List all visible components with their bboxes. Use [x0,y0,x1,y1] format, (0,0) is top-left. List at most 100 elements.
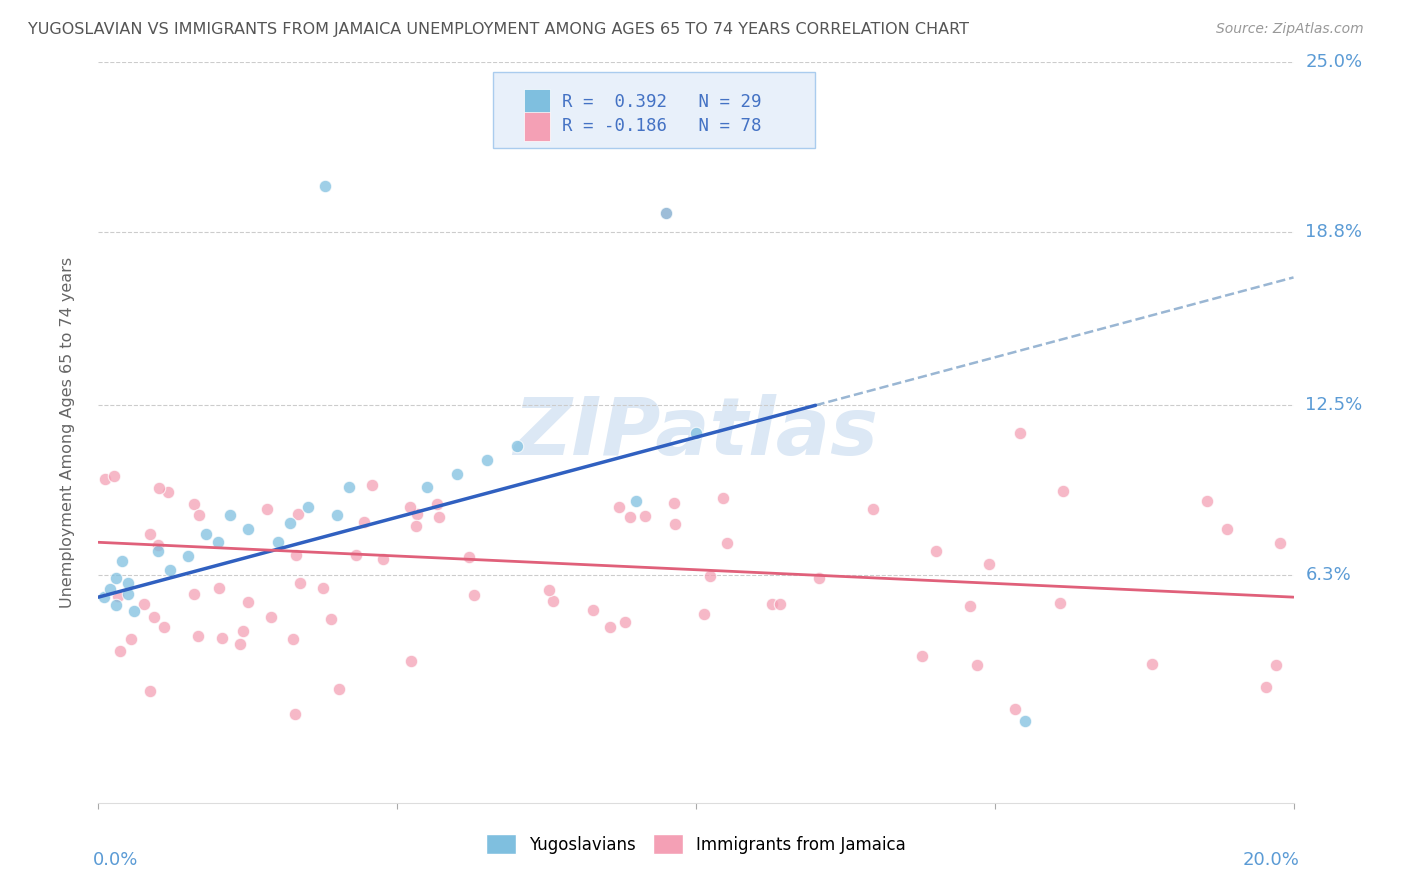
Point [187,508,209,522]
Point [1268,536,1291,550]
Point [94,472,117,486]
Point [685,425,707,440]
Point [98,582,122,596]
Y-axis label: Unemployment Among Ages 65 to 74 years: Unemployment Among Ages 65 to 74 years [60,257,75,608]
Point [238,595,260,609]
Text: 20.0%: 20.0% [1243,851,1299,869]
Point [187,629,209,643]
Point [1014,714,1036,728]
Text: 18.8%: 18.8% [1306,224,1362,242]
Text: R = -0.186   N = 78: R = -0.186 N = 78 [562,117,762,135]
Point [1256,680,1278,694]
Text: 12.5%: 12.5% [1306,396,1362,414]
Point [105,571,128,585]
Point [288,575,311,590]
Point [236,522,259,536]
Point [426,497,449,511]
Point [446,467,468,481]
Point [1052,483,1074,498]
Point [111,554,134,568]
Point [399,654,422,668]
FancyBboxPatch shape [494,72,815,147]
Point [664,496,686,510]
Point [607,500,630,514]
Point [1049,596,1071,610]
Point [807,572,830,586]
Point [862,501,884,516]
Point [599,620,621,634]
Point [699,569,721,583]
Point [117,587,139,601]
FancyBboxPatch shape [524,88,550,117]
Point [1195,494,1218,508]
Point [711,491,734,505]
Point [427,509,450,524]
Point [183,587,205,601]
Point [613,615,636,629]
Point [183,497,205,511]
Point [232,624,254,639]
Point [153,620,176,634]
Point [256,502,278,516]
Point [328,681,350,696]
Point [120,632,142,646]
Point [475,453,498,467]
Point [157,485,180,500]
Text: ZIPatlas: ZIPatlas [513,393,879,472]
Point [321,612,343,626]
Point [315,178,337,193]
Point [267,535,290,549]
Point [148,538,170,552]
Point [543,593,565,607]
Point [693,607,716,621]
Point [619,510,641,524]
Point [399,500,422,514]
Point [260,610,283,624]
Point [287,508,309,522]
Text: 0.0%: 0.0% [93,851,138,869]
Point [107,590,129,604]
Text: 6.3%: 6.3% [1306,566,1351,584]
Point [138,683,160,698]
Point [346,548,368,562]
Point [207,535,229,549]
Point [353,515,375,529]
Point [405,519,427,533]
Point [716,535,738,549]
Point [966,657,988,672]
Point [326,508,349,522]
Point [1004,701,1026,715]
Point [159,563,181,577]
Point [208,582,231,596]
Text: Source: ZipAtlas.com: Source: ZipAtlas.com [1216,22,1364,37]
Point [143,609,166,624]
Point [634,509,657,524]
Point [1008,425,1031,440]
Point [626,494,648,508]
Point [506,439,529,453]
Point [538,583,561,598]
FancyBboxPatch shape [524,112,550,141]
Point [664,517,686,532]
Point [361,477,384,491]
Point [463,588,485,602]
Point [117,576,139,591]
Point [108,644,131,658]
Point [103,469,125,483]
Text: R =  0.392   N = 29: R = 0.392 N = 29 [562,93,762,111]
Text: YUGOSLAVIAN VS IMMIGRANTS FROM JAMAICA UNEMPLOYMENT AMONG AGES 65 TO 74 YEARS CO: YUGOSLAVIAN VS IMMIGRANTS FROM JAMAICA U… [28,22,969,37]
Point [925,543,948,558]
Point [134,597,156,611]
Point [177,549,200,563]
Point [138,527,160,541]
Point [655,206,678,220]
Point [416,480,439,494]
Point [278,516,301,530]
Point [297,500,319,514]
Point [406,507,429,521]
Point [1140,657,1163,672]
Point [148,481,170,495]
Point [105,599,128,613]
Point [371,552,394,566]
Point [195,527,218,541]
